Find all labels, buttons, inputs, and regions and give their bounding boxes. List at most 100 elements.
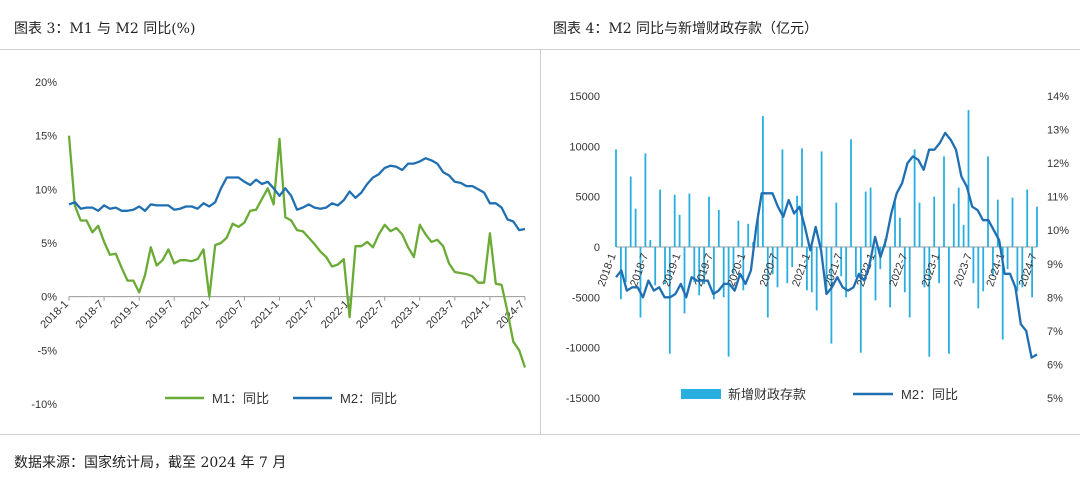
deposit-bar: [708, 196, 710, 247]
deposit-bar: [781, 149, 784, 247]
deposit-bar: [855, 247, 857, 278]
legend-m2-label: M2：同比: [340, 391, 397, 406]
deposit-bar: [943, 156, 945, 247]
x-tick-label: 2021-1: [790, 252, 813, 288]
deposit-bar: [859, 247, 862, 353]
deposit-bar: [634, 208, 637, 247]
x-tick-label: 2024-7: [1017, 252, 1040, 288]
deposit-bar: [747, 223, 750, 247]
x-tick-label: 2022-7: [354, 298, 387, 331]
y-tick-label: -5%: [37, 345, 57, 357]
deposit-bar: [624, 247, 627, 283]
deposit-bar: [762, 116, 764, 247]
deposit-bar: [962, 224, 965, 247]
deposit-bar: [982, 247, 985, 292]
deposit-bar: [766, 247, 769, 318]
legend-deposit-label: 新增财政存款: [728, 387, 806, 402]
m1-m2-chart: 20%15%10%5%0%-5%-10%2018-1 2018-7 2019-1 20…: [31, 77, 527, 411]
deposit-bar: [698, 247, 701, 296]
x-tick-label: 2021-1: [249, 298, 282, 331]
deposit-bar: [796, 195, 798, 247]
x-tick-label: 2018-1: [596, 252, 619, 288]
deposit-bar: [1031, 247, 1033, 298]
panel-divider: [540, 50, 541, 434]
deposit-bar: [1001, 247, 1004, 340]
footer-divider: [0, 434, 1080, 435]
left-chart-title: 图表 3：M1 与 M2 同比(%): [14, 21, 196, 37]
deposit-bar: [668, 247, 671, 354]
deposit-bar: [894, 201, 896, 247]
y-right-tick-label: 11%: [1047, 192, 1068, 204]
y-right-tick-label: 12%: [1047, 158, 1069, 170]
y-left-tick-label: -10000: [566, 343, 600, 355]
x-tick-label: 2018-7: [73, 298, 106, 331]
deposit-bar: [928, 247, 931, 357]
deposit-bar: [659, 189, 661, 247]
deposit-bar: [938, 247, 940, 284]
deposit-bar: [727, 247, 730, 357]
y-right-tick-label: 9%: [1047, 259, 1063, 271]
deposit-bar: [1026, 189, 1029, 247]
y-right-tick-label: 13%: [1047, 125, 1069, 137]
deposit-bar: [620, 247, 622, 300]
deposit-bar: [1021, 247, 1024, 288]
deposit-bar: [703, 247, 705, 285]
legend-deposit-swatch: [681, 389, 721, 399]
deposit-bar: [615, 149, 617, 247]
deposit-bar: [987, 156, 989, 247]
deposit-bar: [913, 149, 916, 247]
deposit-bar: [742, 247, 745, 291]
deposit-bar: [830, 247, 833, 344]
right-chart-title: 图表 4：M2 同比与新增财政存款（亿元）: [553, 21, 819, 37]
deposit-bar: [908, 247, 911, 318]
y-left-tick-label: 15000: [569, 91, 600, 103]
deposit-bar: [918, 202, 921, 247]
deposit-bar: [1006, 247, 1009, 270]
data-source-note: 数据来源：国家统计局，截至 2024 年 7 月: [14, 455, 287, 471]
deposit-bar: [776, 247, 779, 288]
deposit-bar: [810, 247, 813, 293]
deposit-bar: [688, 193, 691, 247]
deposit-bar: [629, 176, 632, 247]
y-right-tick-label: 7%: [1047, 326, 1063, 338]
deposit-bar: [713, 247, 715, 300]
deposit-bar: [933, 196, 936, 247]
y-left-tick-label: -5000: [572, 292, 600, 304]
y-right-tick-label: 14%: [1047, 91, 1069, 103]
m2-series-line: [615, 131, 1038, 359]
x-tick-label: 2023-7: [424, 298, 457, 331]
y-right-tick-label: 10%: [1047, 225, 1069, 237]
x-tick-label: 2024-1: [459, 298, 492, 331]
deposit-bar: [1011, 197, 1014, 247]
deposit-bar: [673, 194, 676, 247]
deposit-bar: [850, 139, 852, 247]
deposit-bar: [967, 110, 970, 247]
deposit-bar: [923, 247, 926, 288]
deposit-bar: [1016, 247, 1019, 292]
x-tick-label: 2022-1: [855, 252, 878, 288]
deposit-bar: [722, 247, 725, 298]
y-tick-label: 5%: [41, 238, 57, 250]
y-left-tick-label: 0: [594, 242, 600, 254]
deposit-bar: [820, 151, 823, 247]
deposit-bar: [840, 247, 843, 277]
x-tick-label: 2023-1: [389, 298, 422, 331]
deposit-bar: [644, 153, 647, 247]
deposit-bar: [664, 247, 666, 285]
deposit-bar: [678, 214, 681, 247]
y-right-tick-label: 6%: [1047, 359, 1063, 371]
y-tick-label: 0%: [41, 292, 57, 304]
deposit-bar: [806, 247, 808, 291]
deposit-bar: [874, 247, 877, 301]
deposit-bar: [869, 187, 872, 247]
deposit-bar: [786, 247, 789, 284]
x-tick-label: 2019-1: [109, 298, 142, 331]
deposit-bar: [952, 203, 955, 247]
y-tick-label: 10%: [35, 184, 57, 196]
deposit-bar: [654, 247, 657, 286]
y-right-tick-label: 8%: [1047, 292, 1063, 304]
y-tick-label: 20%: [35, 77, 57, 89]
deposit-bar: [835, 202, 838, 247]
x-tick-label: 2019-7: [693, 252, 716, 288]
deposit-bar: [1036, 206, 1038, 247]
